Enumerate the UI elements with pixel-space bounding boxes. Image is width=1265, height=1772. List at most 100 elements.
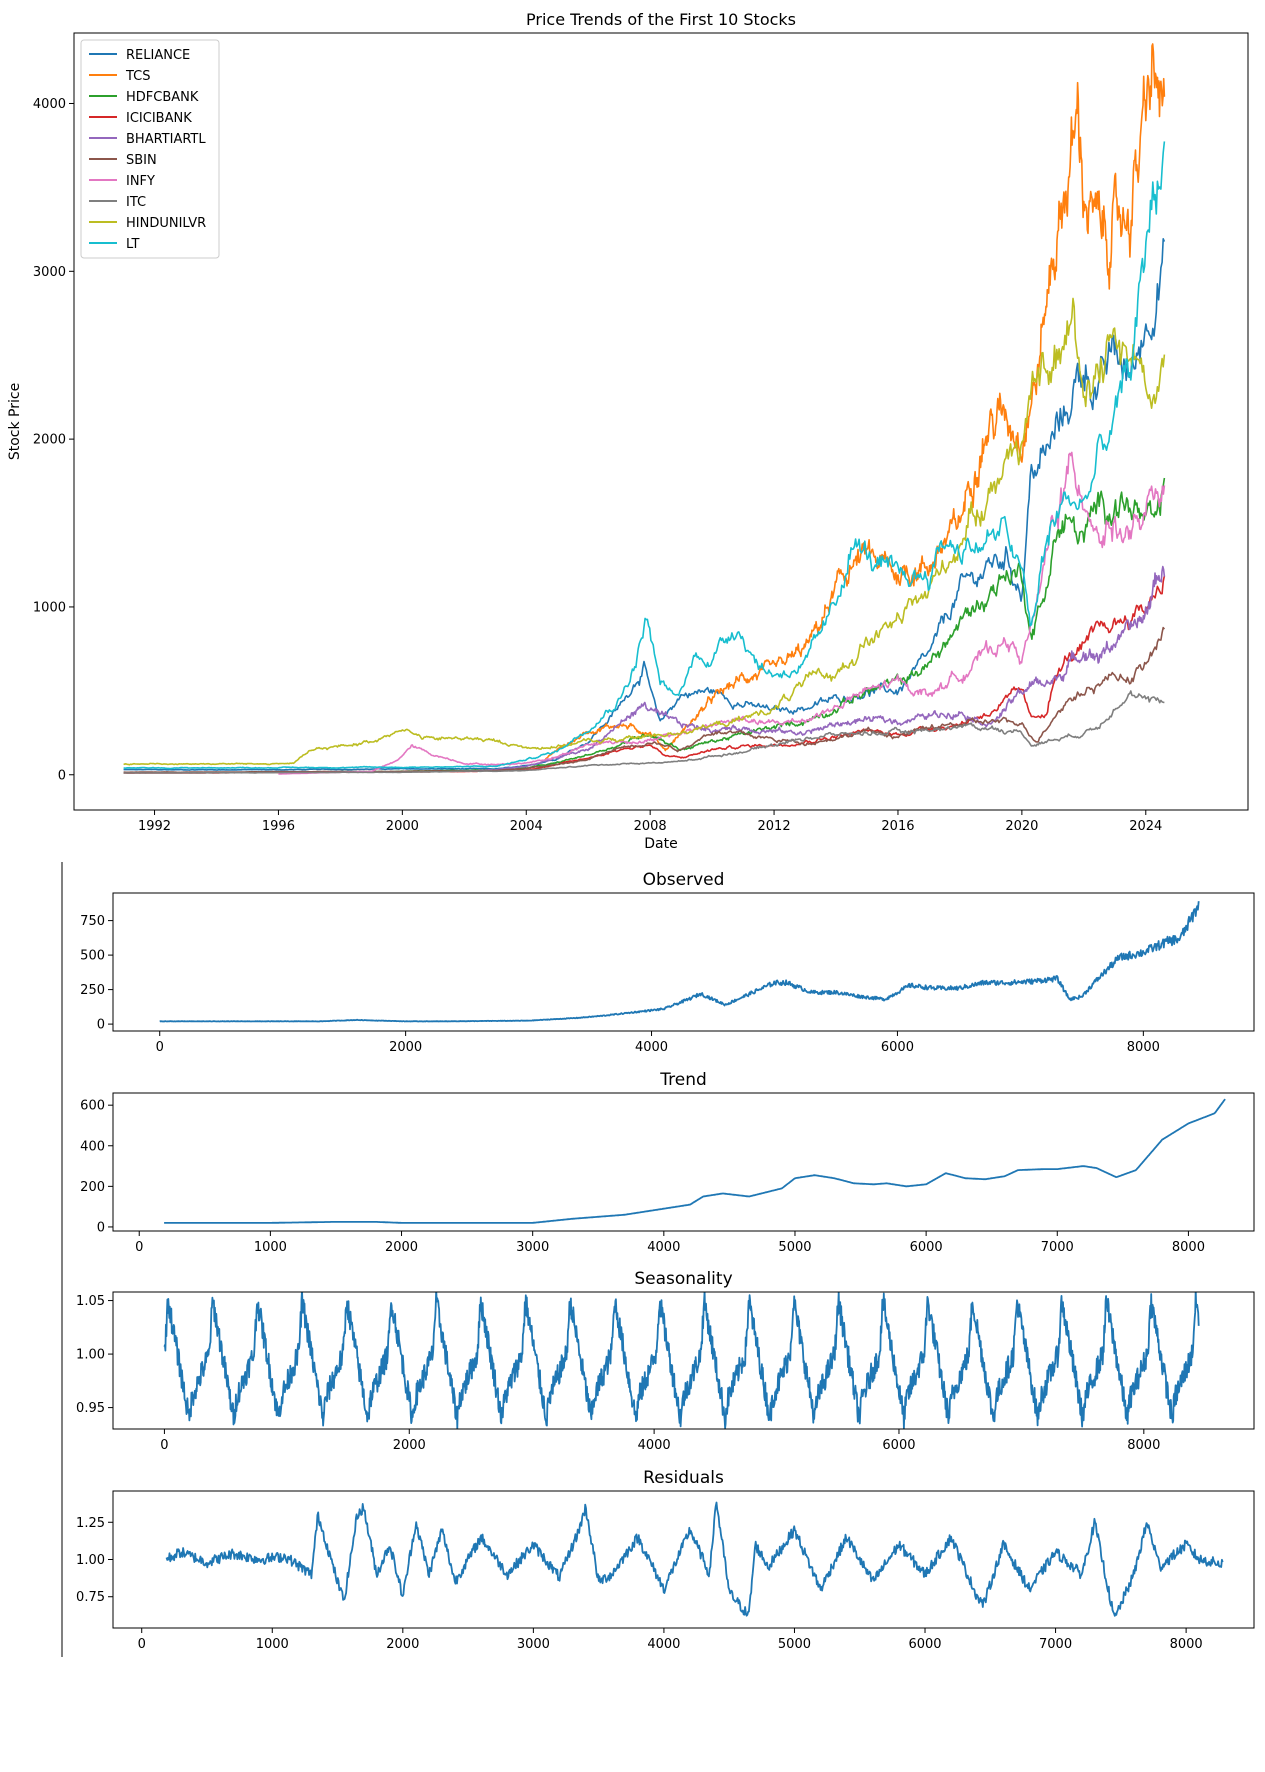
x-tick-label: 4000 (638, 1438, 671, 1453)
y-tick-label: 0 (58, 768, 66, 783)
x-tick-label: 0 (156, 1040, 164, 1055)
chart-panel-0: Price Trends of the First 10 Stocks 1992 1… (7, 10, 1249, 852)
x-axis-label: Date (644, 836, 677, 852)
x-tick-label: 8000 (1127, 1438, 1160, 1453)
y-tick-label: 0 (97, 1220, 105, 1235)
series-line-1 (159, 901, 1200, 1023)
x-tick-label: 2000 (389, 1040, 422, 1055)
x-tick-label: 1992 (138, 819, 171, 834)
x-tick-label: 4000 (647, 1240, 680, 1255)
x-tick-label: 6000 (910, 1240, 943, 1255)
x-tick-label: 4000 (635, 1040, 668, 1055)
series-line-hindunilvr (123, 297, 1166, 766)
series-line-2 (164, 1098, 1226, 1224)
x-tick-label: 1000 (254, 1240, 287, 1255)
y-tick-label: 750 (80, 914, 105, 929)
x-tick-label: 2000 (385, 1240, 418, 1255)
x-tick-label: 8000 (1127, 1040, 1160, 1055)
chart-title: Seasonality (634, 1269, 732, 1289)
plot-frame (112, 1291, 1255, 1430)
x-tick-label: 7000 (1041, 1240, 1074, 1255)
y-tick-label: 1.00 (76, 1348, 105, 1363)
x-tick-label: 5000 (778, 1637, 811, 1652)
x-tick-label: 0 (160, 1438, 168, 1453)
x-tick-label: 2004 (510, 819, 543, 834)
x-tick-label: 6000 (881, 1040, 914, 1055)
y-tick-label: 0 (97, 1018, 105, 1033)
chart-panel-2: Trend 0 1000 2000 3000 4000 5000 6000 7000 8000 0 2… (80, 1070, 1255, 1255)
x-tick-label: 3000 (516, 1240, 549, 1255)
legend-entry: BHARTIARTL (126, 132, 206, 147)
x-tick-label: 1996 (262, 819, 295, 834)
legend: RELIANCE TCS HDFCBANK ICICIBANK BHARTIARTL SB… (80, 39, 220, 259)
series-group (164, 1098, 1226, 1224)
chart-title: Residuals (643, 1468, 724, 1488)
y-tick-label: 250 (80, 983, 105, 998)
legend-entry: INFY (126, 174, 155, 189)
y-tick-label: 500 (80, 949, 105, 964)
y-tick-label: 4000 (33, 97, 66, 112)
x-tick-label: 5000 (778, 1240, 811, 1255)
series-group (123, 43, 1166, 775)
chart-title: Price Trends of the First 10 Stocks (526, 10, 796, 29)
x-tick-label: 7000 (1039, 1637, 1072, 1652)
y-tick-label: 1.25 (76, 1516, 105, 1531)
y-tick-label: 400 (80, 1139, 105, 1154)
series-line-infy (278, 451, 1166, 775)
chart-title: Trend (659, 1070, 707, 1090)
x-tick-label: 1000 (256, 1637, 289, 1652)
x-tick-label: 2024 (1129, 819, 1162, 834)
y-tick-label: 2000 (33, 433, 66, 448)
y-tick-label: 0.75 (76, 1590, 105, 1605)
chart-title: Observed (643, 870, 725, 890)
legend-box (80, 39, 220, 259)
x-tick-label: 2016 (881, 819, 914, 834)
x-tick-label: 8000 (1172, 1240, 1205, 1255)
series-line-reliance (123, 238, 1166, 771)
y-tick-label: 1.05 (76, 1294, 105, 1309)
x-tick-label: 8000 (1170, 1637, 1203, 1652)
chart-panel-3: Seasonality 0 2000 4000 6000 8000 0.95 1.00 1.05 (76, 1269, 1255, 1453)
legend-entry: SBIN (126, 153, 157, 168)
x-tick-label: 2020 (1005, 819, 1038, 834)
legend-entry: ICICIBANK (126, 111, 192, 126)
y-tick-label: 1000 (33, 600, 66, 615)
x-tick-label: 2008 (634, 819, 667, 834)
x-tick-label: 2012 (758, 819, 791, 834)
series-line-lt (123, 141, 1166, 770)
x-tick-label: 6000 (908, 1637, 941, 1652)
legend-entry: TCS (125, 69, 151, 84)
series-line-bhartiartl (464, 565, 1166, 773)
x-tick-label: 6000 (882, 1438, 915, 1453)
y-tick-label: 3000 (33, 265, 66, 280)
y-tick-label: 1.00 (76, 1553, 105, 1568)
legend-entry: HINDUNILVR (126, 216, 206, 231)
y-tick-label: 200 (80, 1180, 105, 1195)
legend-entry: LT (126, 237, 139, 252)
x-tick-label: 2000 (386, 819, 419, 834)
plot-frame (112, 1092, 1255, 1232)
plot-frame (73, 32, 1249, 811)
chart-panel-1: Observed 0 2000 4000 6000 8000 0 250 500 750 (80, 870, 1255, 1055)
x-tick-label: 4000 (647, 1637, 680, 1652)
series-line-4 (165, 1501, 1224, 1617)
x-tick-label: 2000 (393, 1438, 426, 1453)
x-tick-label: 2000 (386, 1637, 419, 1652)
plot-frame (112, 892, 1255, 1032)
x-tick-label: 0 (135, 1240, 143, 1255)
legend-entry: ITC (126, 195, 146, 210)
legend-entry: HDFCBANK (126, 90, 199, 105)
series-group (163, 1292, 1200, 1429)
series-line-3 (163, 1292, 1200, 1429)
x-tick-label: 0 (138, 1637, 146, 1652)
chart-panel-4: Residuals 0 1000 2000 3000 4000 5000 6000 7000 80… (76, 1468, 1255, 1652)
series-group (165, 1501, 1224, 1617)
y-tick-label: 600 (80, 1099, 105, 1114)
legend-entry: RELIANCE (126, 48, 190, 63)
series-line-itc (123, 690, 1165, 774)
series-group (159, 901, 1200, 1023)
y-axis-label: Stock Price (7, 383, 23, 460)
x-tick-label: 3000 (517, 1637, 550, 1652)
y-tick-label: 0.95 (76, 1401, 105, 1416)
